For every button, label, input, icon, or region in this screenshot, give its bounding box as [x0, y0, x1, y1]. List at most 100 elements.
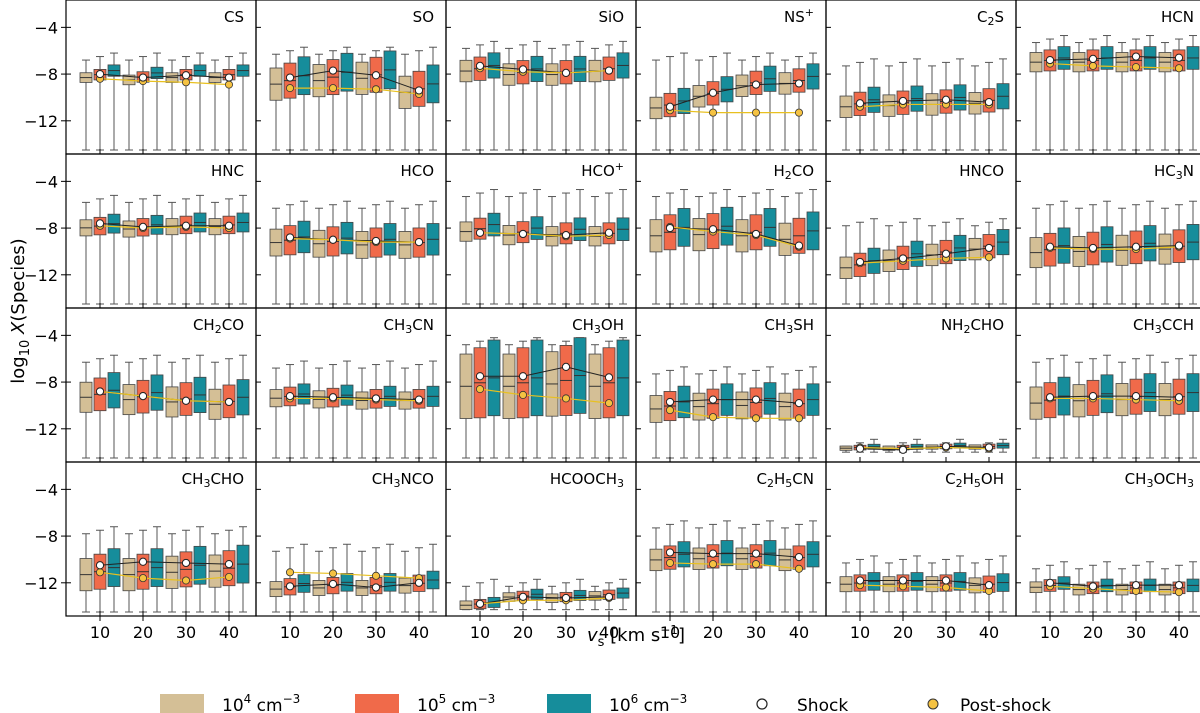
- legend-label: 105 cm−3: [417, 692, 495, 713]
- shock-point: [414, 578, 424, 587]
- legend-label-shock: Shock: [797, 696, 848, 713]
- x-tick-label: 40: [409, 623, 429, 642]
- shock-point: [561, 68, 571, 78]
- post-shock-line: [1049, 246, 1180, 250]
- shock-point: [328, 235, 338, 244]
- panel-frame: [1015, 461, 1200, 617]
- post-shock-line: [859, 584, 990, 592]
- shock-point: [414, 237, 424, 247]
- shock-point: [561, 230, 571, 240]
- post-shock-point: [985, 253, 994, 262]
- panel-10: HNCO: [825, 153, 1017, 309]
- shock-point: [1174, 53, 1184, 62]
- post-shock-point: [562, 394, 571, 403]
- post-shock-point: [224, 80, 233, 89]
- post-shock-line: [859, 446, 990, 450]
- shock-point: [708, 88, 718, 97]
- shock-point: [751, 395, 761, 404]
- post-shock-point: [795, 564, 804, 573]
- legend-swatch: [160, 694, 204, 713]
- panel-title: CH3NCO: [372, 470, 434, 490]
- panel-title: CH3CHO: [182, 470, 244, 490]
- x-tick-label: 10: [470, 623, 490, 642]
- legend-swatch: [355, 694, 399, 713]
- post-shock-point: [605, 399, 614, 408]
- post-shock-line: [99, 225, 230, 229]
- panel-5: HCN: [1015, 0, 1200, 155]
- panel-title: HNC: [211, 162, 244, 180]
- post-shock-point: [475, 385, 484, 394]
- shock-point: [518, 372, 528, 381]
- x-tick-label: 20: [893, 623, 913, 642]
- shock-point: [984, 243, 994, 253]
- post-shock-point: [942, 583, 951, 592]
- panel-6: HNC −4 −8 −12: [24, 153, 257, 309]
- post-shock-line: [669, 409, 799, 419]
- post-shock-line: [479, 232, 610, 237]
- y-tick-label: −12: [24, 574, 58, 593]
- shock-point: [898, 445, 908, 454]
- panel-title: CH2CO: [193, 316, 244, 336]
- shock-point: [224, 397, 234, 407]
- shock-point: [708, 395, 718, 404]
- x-tick-label: 40: [1169, 623, 1189, 642]
- shock-point: [138, 73, 148, 82]
- x-tick-label: 10: [280, 623, 300, 642]
- post-shock-point: [1175, 588, 1184, 597]
- panel-18: CH3CHO −4 −8 −12 10 20 30 40: [24, 461, 257, 642]
- shock-point: [1131, 581, 1141, 590]
- panel-title: CH3OH: [572, 316, 624, 336]
- panel-11: HC3N: [1015, 153, 1200, 309]
- panel-8: HCO+: [445, 153, 637, 309]
- x-tick-label: 30: [936, 623, 956, 642]
- shock-point: [708, 549, 718, 558]
- shock-point: [855, 444, 865, 453]
- shock-point: [1174, 581, 1184, 590]
- shock-point: [475, 599, 485, 608]
- panel-title: C2S: [977, 8, 1004, 28]
- shock-point: [708, 225, 718, 234]
- shock-point: [1088, 54, 1098, 63]
- shock-point: [285, 73, 295, 82]
- x-tick-label: 30: [556, 623, 576, 642]
- post-shock-point: [1175, 64, 1184, 73]
- post-shock-line: [479, 67, 610, 74]
- post-shock-point: [752, 560, 761, 569]
- panel-15: CH3SH: [635, 307, 827, 463]
- panel-title: C2H5OH: [945, 470, 1004, 490]
- panel-title: HNCO: [959, 162, 1004, 180]
- panel-12: CH2CO −4 −8 −12: [24, 307, 257, 463]
- x-tick-label: 10: [90, 623, 110, 642]
- shock-line: [289, 395, 420, 401]
- shock-point: [604, 66, 614, 75]
- post-shock-line: [669, 109, 799, 114]
- post-shock-point: [328, 84, 337, 93]
- shock-point: [371, 71, 381, 80]
- panel-16: NH2CHO: [825, 307, 1017, 463]
- post-shock-line: [290, 87, 420, 95]
- panel-20: HCOOCH3 10 20 30 40: [445, 461, 637, 642]
- panel-title: CH3OCH3: [1125, 470, 1194, 490]
- panel-title: HCOOCH3: [550, 470, 624, 490]
- shock-point: [1131, 242, 1141, 251]
- panel-1: SO: [255, 0, 447, 155]
- x-tick-label: 20: [1083, 623, 1103, 642]
- post-shock-line: [669, 562, 800, 570]
- post-shock-point: [1132, 63, 1141, 72]
- shock-point: [1174, 393, 1184, 402]
- shock-point: [984, 443, 994, 452]
- shock-point: [138, 557, 148, 566]
- post-shock-point: [285, 568, 294, 577]
- shock-point: [95, 219, 105, 228]
- shock-point: [898, 254, 908, 263]
- x-tick-label: 40: [599, 623, 619, 642]
- shock-point: [751, 80, 761, 89]
- y-tick-label: −4: [34, 172, 58, 191]
- shock-point: [604, 373, 614, 382]
- shock-line: [99, 561, 230, 566]
- shock-point: [1045, 242, 1055, 251]
- post-shock-point: [1089, 61, 1098, 70]
- post-shock-point: [795, 108, 804, 117]
- post-shock-line: [1049, 585, 1180, 593]
